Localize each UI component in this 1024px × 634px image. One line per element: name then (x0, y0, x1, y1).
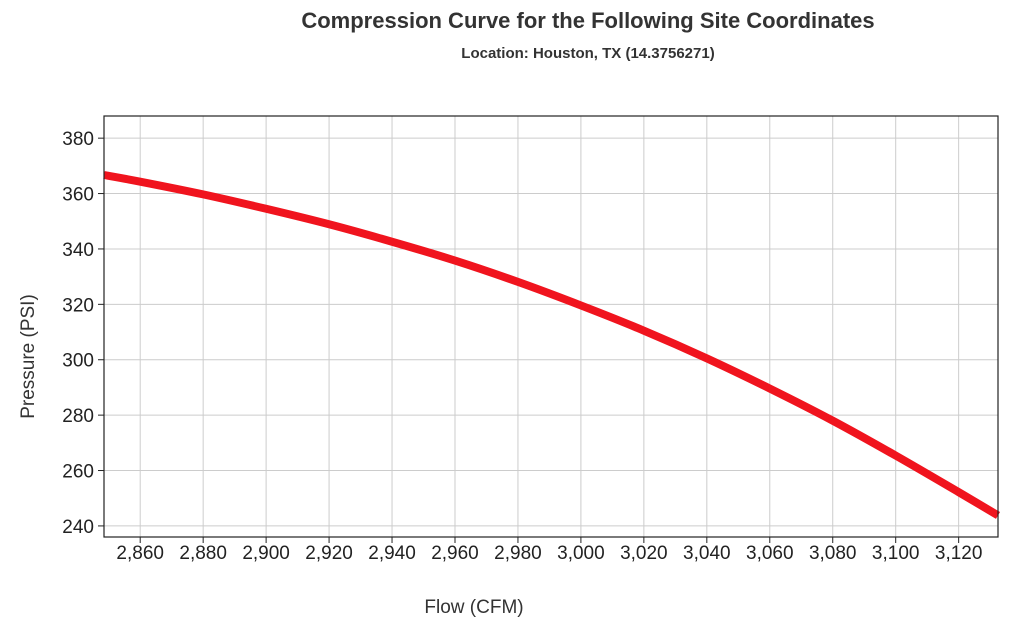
x-tick-label: 2,860 (116, 543, 164, 564)
x-axis-title: Flow (CFM) (424, 597, 523, 618)
gridlines (104, 116, 998, 537)
y-tick-label: 320 (62, 295, 94, 316)
series-layer (103, 171, 1001, 519)
x-tick-label: 2,920 (305, 543, 353, 564)
y-axis-title: Pressure (PSI) (18, 294, 39, 419)
x-axis-ticks: 2,860 2,880 2,900 2,920 2,940 2,960 2,980 3,000… (116, 537, 982, 564)
y-tick-label: 380 (62, 129, 94, 150)
x-tick-label: 3,020 (620, 543, 668, 564)
y-tick-label: 340 (62, 240, 94, 261)
x-tick-label: 3,120 (935, 543, 983, 564)
y-tick-label: 300 (62, 351, 94, 372)
chart-subtitle: Location: Houston, TX (14.3756271) (461, 45, 715, 62)
x-tick-label: 3,080 (809, 543, 857, 564)
x-tick-label: 2,940 (368, 543, 416, 564)
y-tick-label: 280 (62, 406, 94, 427)
plot-frame (103, 115, 999, 538)
x-tick-label: 2,960 (431, 543, 479, 564)
y-tick-label: 360 (62, 185, 94, 206)
x-tick-label: 2,900 (242, 543, 290, 564)
x-tick-label: 2,880 (179, 543, 227, 564)
y-tick-label: 240 (62, 517, 94, 538)
y-tick-label: 260 (62, 462, 94, 483)
x-tick-label: 3,040 (683, 543, 731, 564)
y-axis-ticks: 240 260 280 300 320 340 360 380 (62, 129, 104, 538)
chart-title: Compression Curve for the Following Site… (301, 8, 875, 33)
series-line (103, 171, 1001, 519)
x-tick-label: 3,060 (746, 543, 794, 564)
x-tick-label: 3,100 (872, 543, 920, 564)
x-tick-label: 3,000 (557, 543, 605, 564)
x-tick-label: 2,980 (494, 543, 542, 564)
